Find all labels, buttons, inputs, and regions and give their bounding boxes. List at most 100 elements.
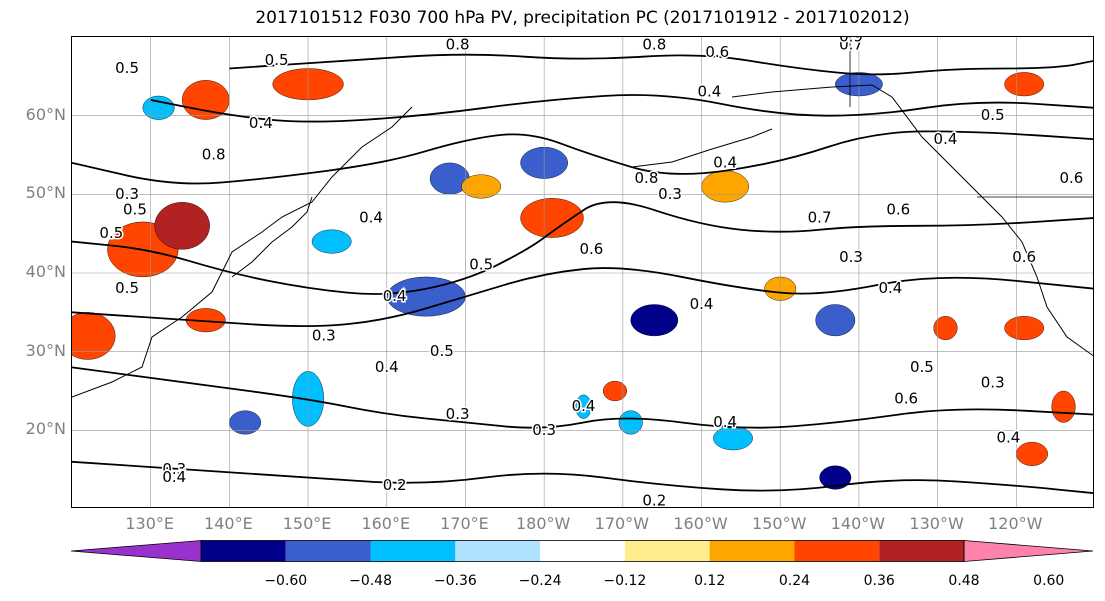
coastlines [72,37,1093,398]
contour-label-5: 0.6 [705,43,729,61]
colorbar-segment-1 [201,540,286,562]
contour-label-0: 0.5 [265,51,289,69]
contour-label-16: 0.3 [312,326,336,344]
contour-label-14: 0.6 [579,240,603,258]
precip-blob-12 [311,229,352,254]
contour-label-36: 0.6 [1012,248,1036,266]
contour-label-31: 0.2 [642,492,666,508]
contour-label-41: 0.3 [658,185,682,203]
precip-blob-24 [1016,441,1048,466]
contour-label-6: 0.4 [697,83,721,101]
precip-blob-19 [933,316,958,341]
precip-blob-29 [142,95,175,120]
latitude-label: 40°N [25,262,66,281]
contour-label-28: 0.3 [981,374,1005,392]
pv-contour-1 [72,267,1093,327]
colorbar-outline [200,540,965,562]
precip-blob-2 [154,201,210,250]
colorbar-segment-9 [879,540,964,562]
colorbar-extend-high [963,540,1094,562]
latitude-label: 60°N [25,104,66,124]
colorbar-tick-label: 0.24 [778,573,811,589]
colorbar-tick-label: −0.48 [349,573,392,589]
contour-label-44: 0.5 [99,224,123,242]
precip-blob-23 [602,380,627,402]
latitude-label: 20°N [25,419,66,439]
contour-label-19: 0.4 [690,295,714,313]
contour-label-10: 0.7 [808,208,832,226]
precip-blob-15 [630,304,679,337]
colorbar-segment-4 [455,540,541,562]
longitude-label: 160°E [361,514,411,533]
map-title: 2017101512 F030 700 hPa PV, precipitatio… [255,8,910,28]
aleutian-coastline [631,128,773,168]
contour-label-25: 0.4 [713,413,737,431]
latitude-label: 50°N [25,183,66,203]
contour-label-26: 0.6 [894,389,918,407]
contour-label-27: 0.5 [910,358,934,376]
contour-label-38: 0.9 [839,37,863,46]
longitude-label: 150°W [752,514,807,533]
contour-label-39: 0.6 [1059,169,1083,187]
contour-label-2: 0.8 [202,146,226,164]
colorbar [71,540,1094,562]
pv-contour-labels: 0.5 0.4 0.8 0.8 0.8 0.6 0.4 0.4 0.5 0.4 0.7 0.6 0.4 0… [98,37,1085,508]
colorbar-segment-5 [540,540,625,562]
precip-blob-27 [575,394,592,419]
colorbar-tick-label: 0.36 [863,573,895,589]
longitude-label: 160°W [673,514,728,533]
pv-contour-0 [72,201,1093,295]
precip-blob-30 [1004,72,1045,97]
pv-contour-3 [72,460,1093,494]
map-panel: 0.5 0.4 0.8 0.8 0.8 0.6 0.4 0.4 0.5 0.4 0.7 0.6 0.4 0… [71,36,1094,508]
colorbar-tick-label: 0.60 [1033,573,1065,589]
colorbar-segment-6 [624,540,710,562]
contour-label-7: 0.4 [713,153,737,171]
contour-label-17: 0.4 [375,358,399,376]
longitude-label: 150°E [282,514,332,533]
japan-coastline [231,196,313,278]
contour-label-9: 0.4 [934,130,958,148]
contour-label-42: 0.5 [115,59,139,77]
contour-label-3: 0.8 [446,37,470,53]
contour-label-22: 0.3 [446,405,470,423]
contour-label-37: 0.7 [839,37,863,53]
contour-label-4: 0.8 [642,37,666,53]
contour-label-30: 0.2 [383,476,407,494]
latitude-label: 30°N [25,340,66,360]
contour-label-34: 0.5 [115,279,139,297]
pv-contour-5 [229,53,1093,76]
contour-label-15: 0.4 [383,287,407,305]
asia-coastline [72,106,413,398]
pv-contour-4 [72,130,1093,185]
colorbar-segment-2 [285,540,371,562]
precip-blob-3 [72,312,116,360]
lat-lon-gridlines [72,37,1093,507]
colorbar-tick-label: 0.12 [694,573,726,589]
contour-label-43: 0.5 [123,201,147,219]
longitude-label: 130°W [909,514,964,533]
colorbar-tick-label: −0.60 [264,573,308,589]
colorbar-tick-label: 0.48 [948,573,980,589]
contour-label-18: 0.5 [430,342,454,360]
north-america-coastline [731,84,1093,357]
longitude-label: 170°W [594,514,650,533]
longitude-label: 140°W [830,514,886,533]
longitude-label: 170°E [440,514,489,533]
precip-blob-28 [618,410,643,435]
precip-blob-14 [229,410,262,435]
precip-blob-9 [520,198,584,238]
precip-blob-20 [1004,316,1045,341]
pv-contour-2 [72,366,1093,429]
contour-label-24: 0.4 [572,397,596,415]
contour-label-23: 0.3 [532,421,556,439]
contour-label-32: 0.3 [162,460,186,478]
colorbar-tick-label: −0.36 [433,573,477,589]
contour-label-12: 0.4 [359,208,383,226]
contour-label-13: 0.5 [469,256,493,274]
colorbar-tick-label: −0.12 [603,573,647,589]
longitude-label: 140°E [204,514,253,533]
map-canvas: 0.5 0.4 0.8 0.8 0.8 0.6 0.4 0.4 0.5 0.4 0.7 0.6 0.4 0… [72,37,1093,508]
contour-label-35: 0.3 [115,185,139,203]
precip-blob-10 [461,174,502,199]
